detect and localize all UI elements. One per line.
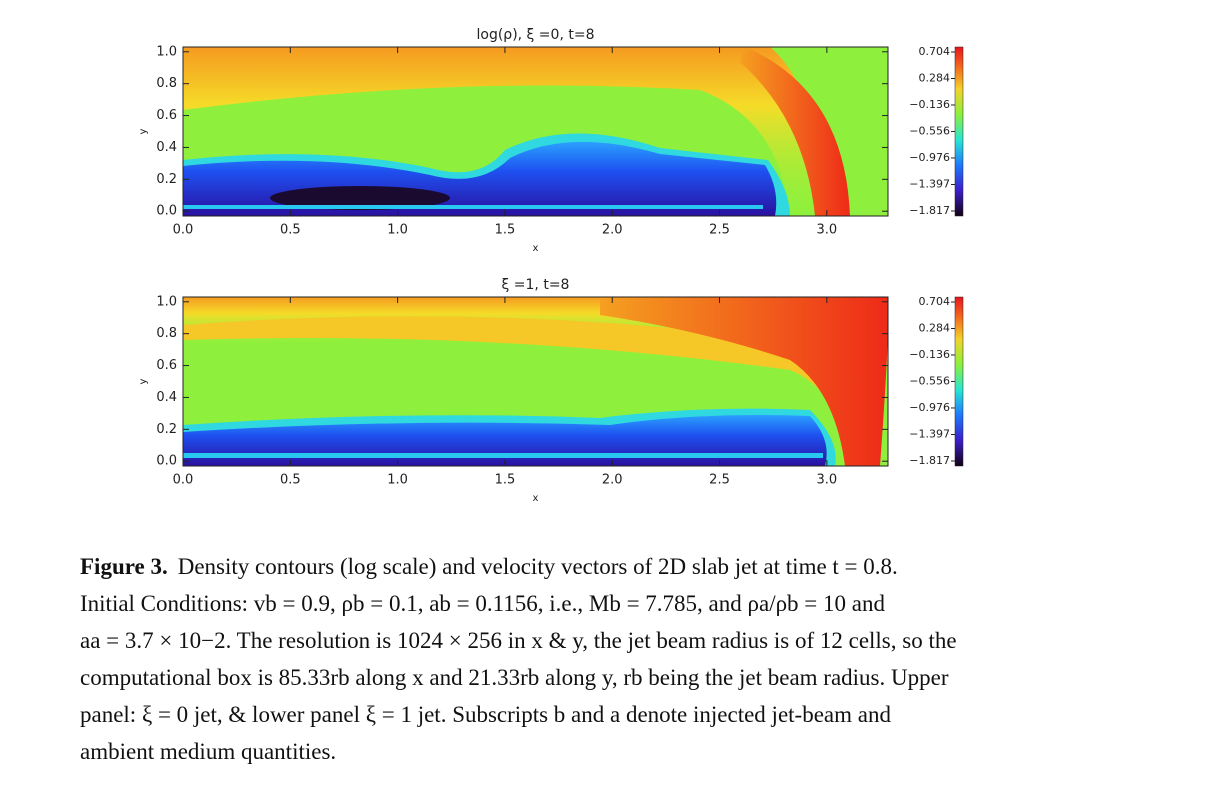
y-tick-label: 0.2 (156, 172, 177, 187)
x-tick-label: 1.0 (387, 473, 408, 488)
y-tick-label: 1.0 (156, 294, 177, 309)
panel-title: log(ρ), ξ =0, t=8 (477, 27, 595, 43)
density-map (183, 297, 888, 466)
y-tick-label: 1.0 (156, 44, 177, 59)
colorbar-tick-label: −1.397 (909, 428, 950, 441)
colorbar-tick-label: 0.704 (919, 295, 951, 308)
colorbar-tick-label: −0.976 (909, 151, 950, 164)
y-tick-label: 0.6 (156, 358, 177, 373)
plot-frame (182, 46, 889, 217)
panel-title: ξ =1, t=8 (502, 277, 570, 293)
y-axis-label: y (138, 378, 149, 384)
colorbar-tick-label: −0.976 (909, 401, 950, 414)
y-tick-label: 0.6 (156, 108, 177, 123)
caption-label: Figure 3. (80, 554, 168, 579)
y-axis-label: y (138, 128, 149, 134)
colorbar (954, 46, 964, 217)
x-tick-label: 1.5 (495, 473, 516, 488)
caption-line: panel: ξ = 0 jet, & lower panel ξ = 1 je… (80, 702, 891, 727)
y-tick-label: 0.4 (156, 140, 177, 155)
x-tick-label: 2.0 (602, 473, 623, 488)
colorbar-tick-label: 0.284 (919, 321, 951, 334)
y-tick-label: 0.8 (156, 326, 177, 341)
plot-frame (182, 296, 889, 467)
colorbar-tick-label: −0.136 (909, 98, 950, 111)
x-tick-label: 0.5 (280, 223, 301, 238)
colorbar-tick-label: −0.556 (909, 374, 950, 387)
x-tick-label: 2.0 (602, 223, 623, 238)
y-tick-label: 0.0 (156, 454, 177, 469)
x-axis-label: x (533, 493, 539, 504)
caption-text: Density contours (log scale) and velocit… (178, 554, 898, 579)
x-axis-label: x (533, 243, 539, 254)
colorbar (954, 296, 964, 467)
x-tick-label: 3.0 (816, 223, 837, 238)
y-tick-label: 0.0 (156, 204, 177, 219)
y-tick-label: 0.8 (156, 76, 177, 91)
x-tick-label: 0.5 (280, 473, 301, 488)
x-tick-label: 0.0 (173, 473, 194, 488)
colorbar-tick-label: −1.817 (909, 454, 950, 467)
density-map (183, 47, 888, 216)
caption-line: ambient medium quantities. (80, 739, 336, 764)
x-tick-label: 3.0 (816, 473, 837, 488)
x-tick-label: 2.5 (709, 473, 730, 488)
colorbar-tick-label: −0.136 (909, 348, 950, 361)
colorbar-tick-label: 0.284 (919, 71, 951, 84)
y-tick-label: 0.4 (156, 390, 177, 405)
colorbar-tick-label: −0.556 (909, 124, 950, 137)
x-tick-label: 1.0 (387, 223, 408, 238)
caption-line: computational box is 85.33rb along x and… (80, 665, 949, 690)
colorbar-tick-label: 0.704 (919, 45, 951, 58)
caption: Figure 3. Density contours (log scale) an… (80, 554, 957, 764)
axes: log(ρ), ξ =0, t=8 x y 0.0 0.5 1.0 1.5 2.0 2.5 3.0… (138, 27, 964, 504)
caption-line: Initial Conditions: vb = 0.9, ρb = 0.1, … (80, 591, 885, 616)
x-tick-label: 2.5 (709, 223, 730, 238)
caption-line: aa = 3.7 × 10−2. The resolution is 1024 … (80, 628, 957, 653)
x-tick-label: 1.5 (495, 223, 516, 238)
colorbar-tick-label: −1.397 (909, 178, 950, 191)
colorbar-tick-label: −1.817 (909, 204, 950, 217)
y-tick-label: 0.2 (156, 422, 177, 437)
x-tick-label: 0.0 (173, 223, 194, 238)
caption-line: Figure 3. Density contours (log scale) an… (80, 554, 898, 579)
